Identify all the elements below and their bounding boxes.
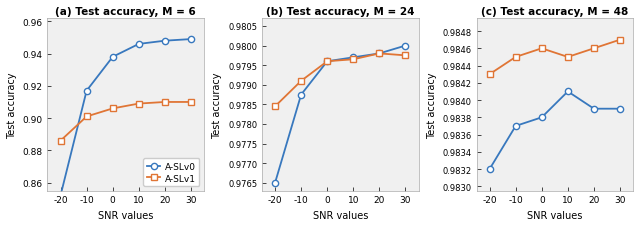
Line: A-SLv0: A-SLv0 xyxy=(58,37,194,199)
A-SLv0 xyxy=(161,40,169,43)
A-SLv0 xyxy=(57,194,65,197)
A-SLv0 xyxy=(135,43,143,46)
A-SLv1 xyxy=(187,101,195,104)
A-SLv1 xyxy=(57,140,65,142)
X-axis label: SNR values: SNR values xyxy=(98,210,154,220)
A-SLv0 xyxy=(187,39,195,41)
Title: (b) Test accuracy, M = 24: (b) Test accuracy, M = 24 xyxy=(266,7,415,17)
Y-axis label: Test accuracy: Test accuracy xyxy=(427,72,437,138)
Y-axis label: Test accuracy: Test accuracy xyxy=(7,72,17,138)
A-SLv0 xyxy=(109,56,116,59)
A-SLv0 xyxy=(83,90,90,93)
Legend: A-SLv0, A-SLv1: A-SLv0, A-SLv1 xyxy=(143,158,200,186)
A-SLv1 xyxy=(109,108,116,110)
A-SLv1 xyxy=(161,101,169,104)
Line: A-SLv1: A-SLv1 xyxy=(58,99,194,144)
A-SLv1 xyxy=(83,116,90,118)
Title: (a) Test accuracy, M = 6: (a) Test accuracy, M = 6 xyxy=(56,7,196,17)
X-axis label: SNR values: SNR values xyxy=(527,210,582,220)
Title: (c) Test accuracy, M = 48: (c) Test accuracy, M = 48 xyxy=(481,7,628,17)
Y-axis label: Test accuracy: Test accuracy xyxy=(212,72,223,138)
X-axis label: SNR values: SNR values xyxy=(312,210,368,220)
A-SLv1 xyxy=(135,103,143,106)
